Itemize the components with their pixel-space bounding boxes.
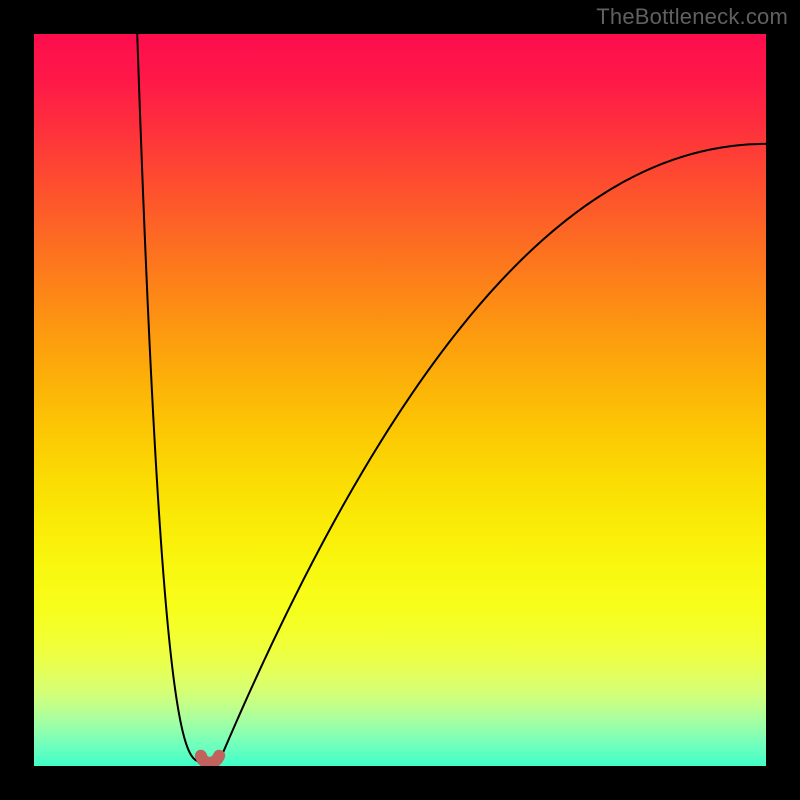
chart-background	[34, 34, 766, 766]
chart-svg	[0, 0, 800, 800]
watermark-label: TheBottleneck.com	[596, 4, 788, 30]
bottleneck-chart: TheBottleneck.com	[0, 0, 800, 800]
optimal-marker	[201, 756, 219, 763]
